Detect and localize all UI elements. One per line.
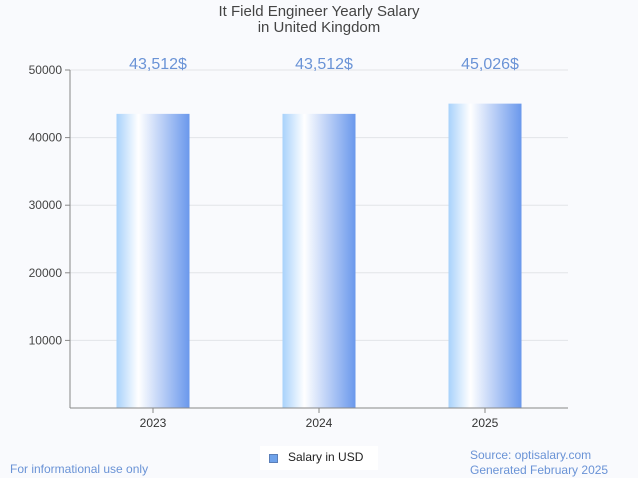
- legend: Salary in USD: [260, 446, 378, 470]
- chart-title-line1: It Field Engineer Yearly Salary: [218, 3, 420, 20]
- legend-swatch-icon: [269, 454, 278, 463]
- y-tick-label: 10000: [29, 333, 63, 347]
- legend-label: Salary in USD: [288, 450, 364, 464]
- labels: 10000 20000 30000 40000 50000 43,512$ 2023 43,5…: [29, 56, 519, 430]
- data-label: 43,512$: [295, 56, 353, 73]
- bar-2025: [448, 103, 522, 408]
- source-link[interactable]: Source: optisalary.com: [470, 448, 592, 462]
- y-tick-label: 50000: [29, 63, 63, 77]
- x-tick-label: 2023: [140, 416, 167, 430]
- y-tick-label: 20000: [29, 266, 63, 280]
- data-label: 45,026$: [461, 56, 519, 73]
- chart-title-line2: in United Kingdom: [257, 19, 381, 36]
- axes: [65, 69, 568, 413]
- y-tick-label: 40000: [29, 131, 63, 145]
- bars: [116, 103, 522, 408]
- disclaimer-text: For informational use only: [10, 462, 149, 476]
- x-tick-label: 2025: [472, 416, 499, 430]
- x-tick-label: 2024: [306, 416, 333, 430]
- bar-2023: [116, 113, 190, 408]
- data-label: 43,512$: [129, 56, 187, 73]
- bar-2024: [282, 113, 356, 408]
- generated-date: Generated February 2025: [470, 463, 609, 477]
- y-tick-label: 30000: [29, 198, 63, 212]
